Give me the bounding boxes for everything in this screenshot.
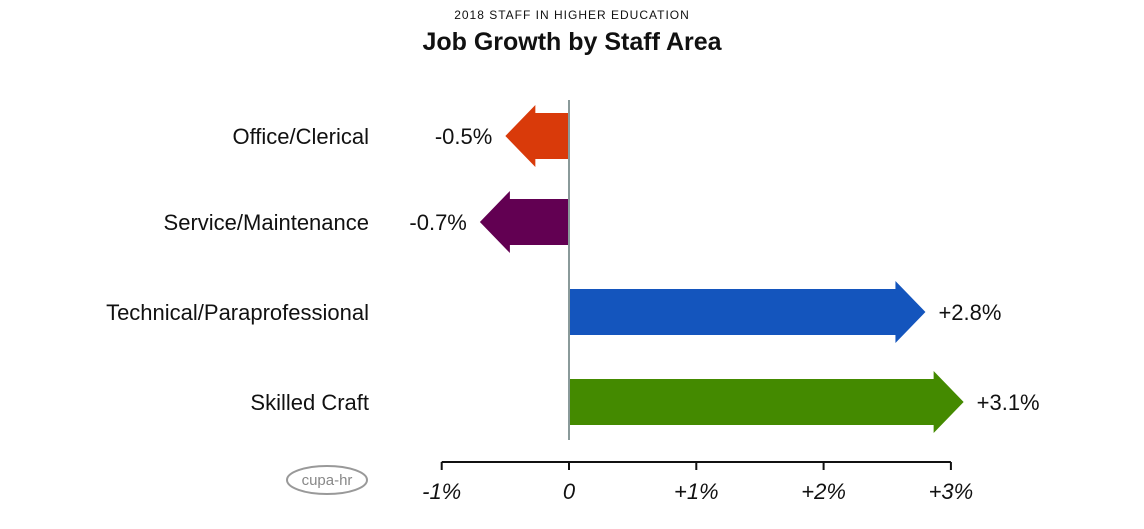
value-label: -0.7% [409,210,466,235]
bar-arrow [569,371,964,433]
bar-arrow [505,105,569,167]
x-tick-label: +3% [929,479,974,504]
bar-arrow [569,281,926,343]
x-tick-label: +1% [674,479,719,504]
cupa-hr-logo [286,465,368,495]
category-label: Office/Clerical [232,124,369,149]
chart-title: Job Growth by Staff Area [422,28,722,56]
x-tick-label: -1% [422,479,461,504]
category-label: Skilled Craft [250,390,369,415]
cupa-hr-logo-text: cupa-hr [302,472,353,489]
x-tick-label: 0 [563,479,576,504]
chart-subtitle: 2018 STAFF IN HIGHER EDUCATION [454,8,690,22]
value-label: +2.8% [938,300,1001,325]
category-label: Technical/Paraprofessional [106,300,369,325]
value-label: +3.1% [977,390,1040,415]
x-tick-label: +2% [801,479,846,504]
value-label: -0.5% [435,124,492,149]
category-label: Service/Maintenance [164,210,369,235]
bar-arrow [479,191,569,253]
